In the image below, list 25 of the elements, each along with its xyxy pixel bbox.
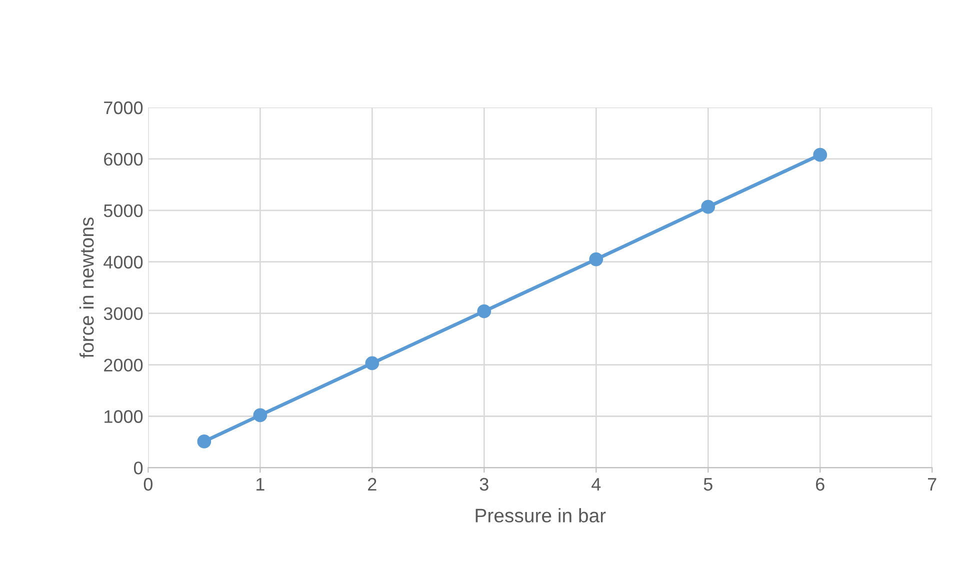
x-tick-label: 6 <box>816 478 824 491</box>
y-tick-label: 0 <box>134 462 143 474</box>
x-tick-label: 7 <box>928 478 936 491</box>
x-tick-label: 5 <box>704 478 712 491</box>
point <box>477 304 492 318</box>
x-tick-label: 2 <box>368 478 376 491</box>
y-tick-label: 6000 <box>104 152 143 166</box>
point <box>197 434 212 448</box>
y-tick-label: 7000 <box>104 101 143 114</box>
y-tick-label: 4000 <box>104 256 143 269</box>
point <box>813 148 828 162</box>
y-tick-label: 1000 <box>104 410 143 423</box>
x-tick-label: 4 <box>592 478 601 491</box>
x-axis-title: Pressure in bar <box>476 508 606 522</box>
point <box>701 200 716 214</box>
x-tick-label: 3 <box>480 478 488 491</box>
y-axis-title: force in newtons <box>79 217 94 358</box>
y-tick-label: 5000 <box>104 204 143 218</box>
point <box>253 408 268 422</box>
y-tick-label: 2000 <box>104 358 143 372</box>
x-tick-label: 0 <box>144 478 152 491</box>
x-tick-label: 1 <box>256 478 264 491</box>
y-tick-label: 3000 <box>104 307 143 320</box>
point <box>365 356 380 370</box>
point <box>589 252 604 266</box>
